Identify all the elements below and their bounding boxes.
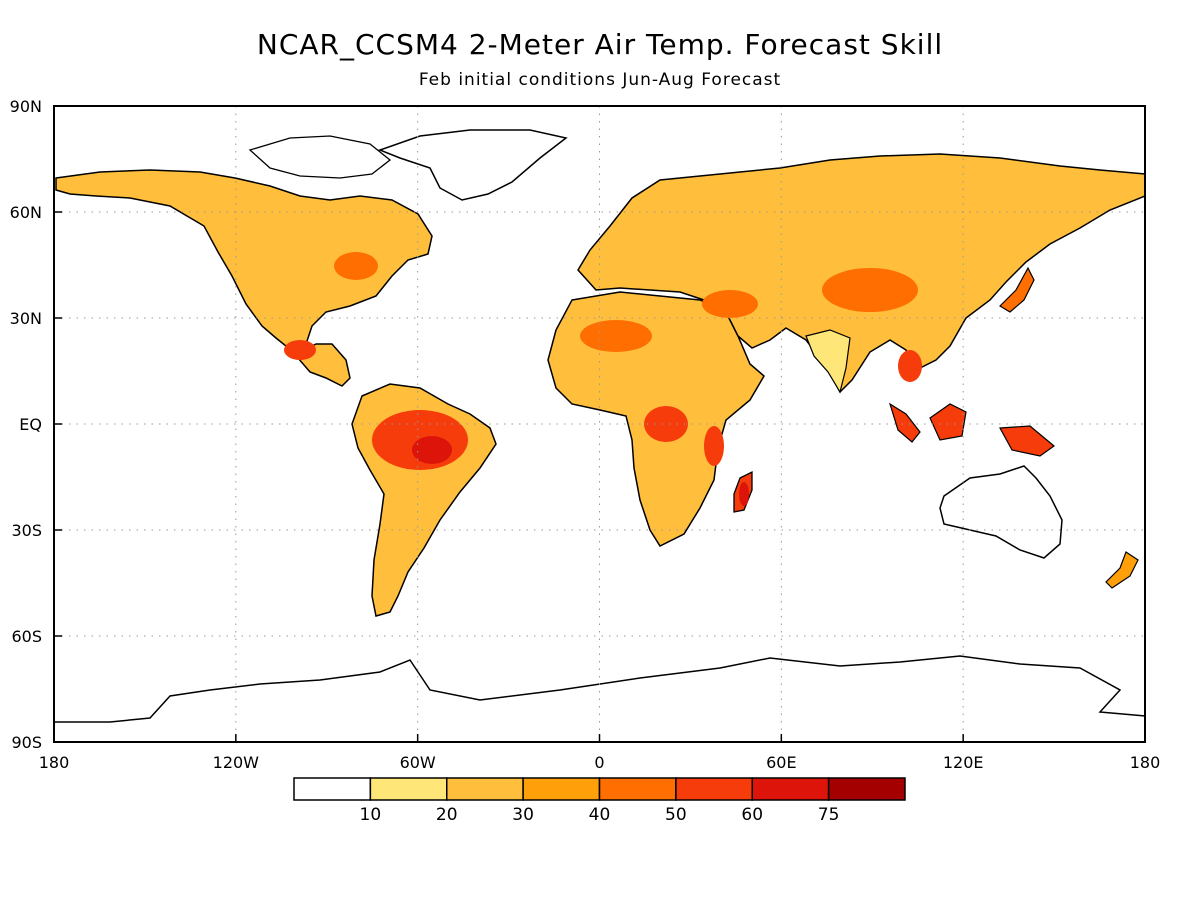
colorbar-swatch <box>598 777 677 801</box>
colorbar-label: 30 <box>512 805 534 825</box>
map-subtitle: Feb initial conditions Jun-Aug Forecast <box>418 70 782 90</box>
colorbar-label: 20 <box>436 805 458 825</box>
map-title: NCAR_CCSM4 2-Meter Air Temp. Forecast Sk… <box>256 28 944 61</box>
lon-tick-label: 120W <box>213 753 260 772</box>
latitude-axis: 90N 60N 30N EQ 30S 60S 90S <box>10 97 62 752</box>
lon-tick-label: 180 <box>39 753 70 772</box>
skill-patch-central-asia <box>822 268 918 312</box>
colorbar-label: 50 <box>665 805 687 825</box>
skill-patch-amazon-core <box>412 436 452 464</box>
longitude-axis: 180 120W 60W 0 60E 120E 180 <box>39 734 1161 772</box>
lat-tick-label: 60N <box>10 203 42 222</box>
lat-tick-label: 60S <box>11 627 42 646</box>
skill-patch-east-africa <box>704 426 724 466</box>
lon-tick-label: 60E <box>766 753 796 772</box>
colorbar-swatch <box>827 777 906 801</box>
skill-patch-east-us <box>334 252 378 280</box>
colorbar-swatch <box>369 777 448 801</box>
skill-patch-indochina <box>898 350 922 382</box>
land-greenland <box>377 129 568 201</box>
lat-tick-label: 90N <box>10 97 42 116</box>
skill-patch-sahara <box>580 320 652 352</box>
lat-tick-label: EQ <box>19 415 42 434</box>
colorbar-label: 75 <box>818 805 840 825</box>
land-japan <box>999 266 1035 313</box>
colorbar-label: 60 <box>741 805 763 825</box>
gridlines <box>54 106 1145 742</box>
land-maritime-se-asia <box>888 402 1055 457</box>
lon-tick-label: 180 <box>1130 753 1161 772</box>
lon-tick-label: 60W <box>400 753 436 772</box>
colorbar: 10 20 30 40 50 60 75 <box>293 777 906 825</box>
lon-tick-label: 0 <box>594 753 604 772</box>
lon-tick-label: 120E <box>943 753 984 772</box>
lat-tick-label: 30S <box>11 521 42 540</box>
colorbar-label: 10 <box>360 805 382 825</box>
land-north-america <box>55 169 433 387</box>
colorbar-swatch <box>293 777 372 801</box>
lat-tick-label: 30N <box>10 309 42 328</box>
colorbar-swatch <box>751 777 830 801</box>
colorbar-swatch <box>446 777 524 801</box>
skill-patch-mexico <box>284 340 316 360</box>
skill-patch-middle-east <box>702 290 758 318</box>
colorbar-swatch <box>675 777 753 801</box>
skill-patch-central-africa <box>644 406 688 442</box>
land-india <box>805 329 851 394</box>
lat-tick-label: 90S <box>11 733 42 752</box>
skill-patch-madagascar <box>739 482 749 506</box>
land-new-zealand <box>1105 551 1139 589</box>
land-arctic-islands <box>248 135 392 179</box>
colorbar-label: 40 <box>589 805 611 825</box>
colorbar-swatch <box>522 777 601 801</box>
land-australia <box>939 465 1063 559</box>
